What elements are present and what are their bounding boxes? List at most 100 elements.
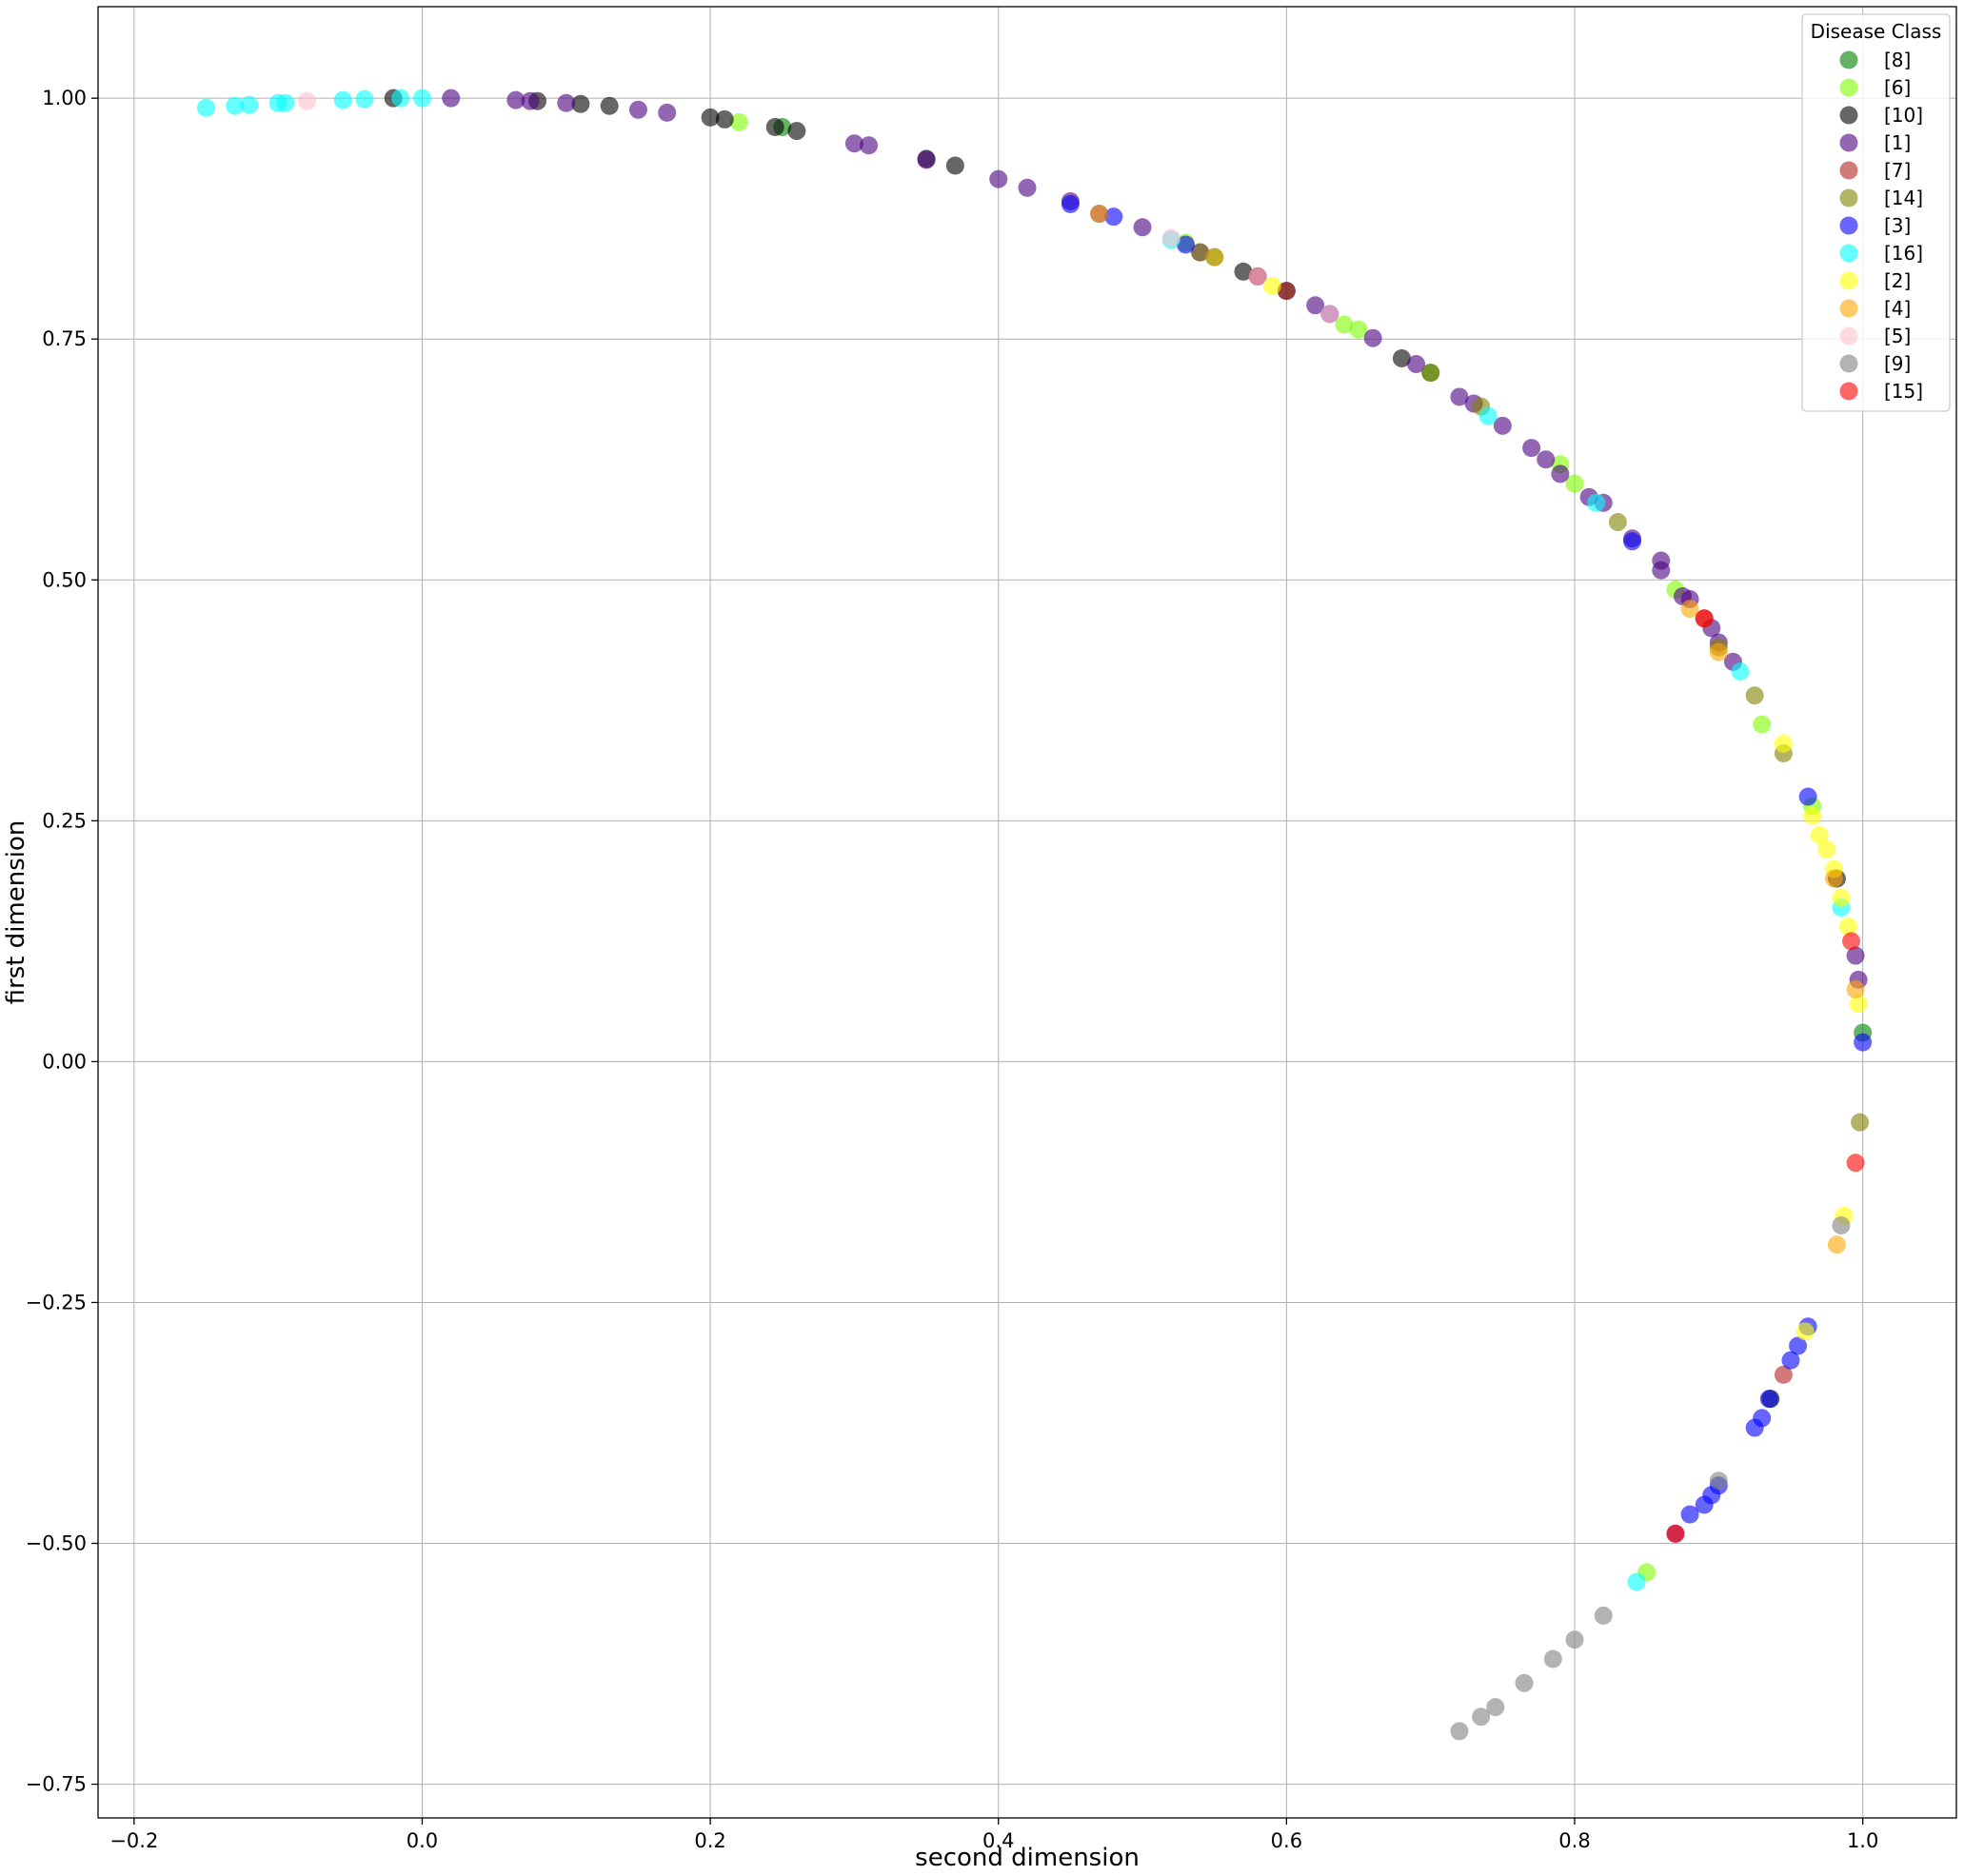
legend-marker bbox=[1839, 271, 1858, 290]
data-point bbox=[571, 94, 590, 113]
data-point bbox=[1846, 979, 1865, 998]
y-tick-label: −0.50 bbox=[26, 1532, 87, 1555]
legend-marker bbox=[1839, 161, 1858, 180]
data-point bbox=[1018, 178, 1037, 197]
data-point bbox=[1515, 1673, 1534, 1692]
data-point bbox=[1306, 296, 1325, 315]
data-point bbox=[1745, 686, 1764, 705]
data-point bbox=[1827, 1235, 1846, 1254]
y-tick-label: 0.50 bbox=[42, 568, 87, 591]
data-points bbox=[196, 89, 1873, 1741]
data-point bbox=[521, 91, 540, 110]
legend-label: [10] bbox=[1884, 104, 1923, 127]
data-point bbox=[1551, 464, 1570, 484]
axis-ticks: −0.2 0.0 0.2 0.4 0.6 0.8 1.0 −0.75 −0.50 −0.25 0.0… bbox=[26, 87, 1879, 1852]
legend-label: [2] bbox=[1884, 269, 1911, 292]
data-point bbox=[1774, 734, 1793, 753]
data-point bbox=[1608, 513, 1627, 532]
data-point bbox=[844, 134, 863, 153]
data-point bbox=[765, 118, 784, 137]
data-point bbox=[729, 112, 748, 131]
data-point bbox=[1810, 826, 1829, 845]
legend-label: [15] bbox=[1884, 380, 1923, 403]
data-point bbox=[1594, 1606, 1613, 1625]
legend-marker bbox=[1839, 354, 1858, 373]
x-tick-label: 0.6 bbox=[1271, 1829, 1302, 1852]
y-tick-label: −0.25 bbox=[26, 1291, 87, 1313]
data-point bbox=[1277, 282, 1296, 301]
x-tick-label: 0.4 bbox=[982, 1829, 1014, 1852]
data-point bbox=[715, 109, 734, 128]
y-tick-label: 0.00 bbox=[42, 1050, 87, 1073]
y-tick-label: −0.75 bbox=[26, 1773, 87, 1796]
data-point bbox=[1191, 243, 1210, 262]
data-point bbox=[1652, 561, 1671, 580]
data-point bbox=[1849, 995, 1868, 1014]
data-point bbox=[1839, 918, 1858, 937]
y-tick-label: 0.75 bbox=[42, 327, 87, 350]
data-point bbox=[1731, 662, 1750, 681]
plot-frame bbox=[97, 6, 1957, 1819]
data-point bbox=[1846, 1154, 1865, 1173]
legend-label: [7] bbox=[1884, 159, 1911, 182]
data-point bbox=[276, 93, 295, 112]
data-point bbox=[989, 169, 1008, 188]
legend-label: [8] bbox=[1884, 49, 1911, 71]
data-point bbox=[1205, 247, 1224, 267]
data-point bbox=[442, 89, 461, 108]
data-point bbox=[1709, 642, 1728, 662]
data-point bbox=[917, 150, 936, 169]
data-point bbox=[1774, 1365, 1793, 1384]
data-point bbox=[1565, 474, 1584, 493]
data-point bbox=[1795, 1322, 1815, 1341]
data-point bbox=[1061, 195, 1080, 214]
data-point bbox=[1543, 1649, 1562, 1669]
data-point bbox=[412, 89, 431, 108]
data-point bbox=[1798, 787, 1817, 806]
data-point bbox=[1421, 364, 1440, 383]
legend-marker bbox=[1839, 50, 1858, 69]
data-point bbox=[196, 98, 215, 117]
legend-marker bbox=[1839, 299, 1858, 318]
legend-marker bbox=[1839, 106, 1858, 125]
x-tick-label: 0.8 bbox=[1558, 1829, 1590, 1852]
data-point bbox=[860, 136, 879, 155]
data-point bbox=[1349, 320, 1368, 339]
data-point bbox=[1176, 235, 1195, 254]
data-point bbox=[1392, 348, 1411, 367]
y-tick-label: 0.25 bbox=[42, 809, 87, 832]
data-point bbox=[1104, 207, 1123, 227]
data-point bbox=[1161, 228, 1180, 247]
data-point bbox=[658, 103, 677, 122]
data-point bbox=[226, 96, 245, 115]
legend-label: [4] bbox=[1884, 297, 1911, 320]
data-point bbox=[1842, 932, 1861, 951]
legend-label: [9] bbox=[1884, 352, 1911, 375]
data-point bbox=[1627, 1572, 1646, 1591]
data-point bbox=[333, 90, 352, 109]
data-point bbox=[1781, 1351, 1800, 1370]
data-point bbox=[1472, 1708, 1491, 1727]
data-point bbox=[1753, 1409, 1772, 1428]
data-point bbox=[1587, 493, 1606, 512]
data-point bbox=[1133, 218, 1152, 237]
data-point bbox=[1248, 267, 1267, 286]
data-point bbox=[1537, 450, 1556, 469]
data-point bbox=[945, 156, 964, 175]
data-point bbox=[1234, 262, 1253, 281]
data-point bbox=[297, 91, 316, 110]
y-tick-label: 1.00 bbox=[42, 87, 87, 109]
data-point bbox=[1450, 387, 1469, 406]
data-point bbox=[1846, 946, 1865, 965]
data-point bbox=[1832, 888, 1851, 907]
data-point bbox=[600, 96, 619, 115]
legend-marker bbox=[1839, 326, 1858, 346]
legend-label: [1] bbox=[1884, 131, 1911, 154]
legend-label: [5] bbox=[1884, 325, 1911, 347]
data-point bbox=[1320, 305, 1339, 324]
legend-marker bbox=[1839, 382, 1858, 401]
legend-box bbox=[1801, 13, 1951, 412]
data-point bbox=[1789, 1336, 1808, 1355]
data-point bbox=[787, 122, 806, 141]
